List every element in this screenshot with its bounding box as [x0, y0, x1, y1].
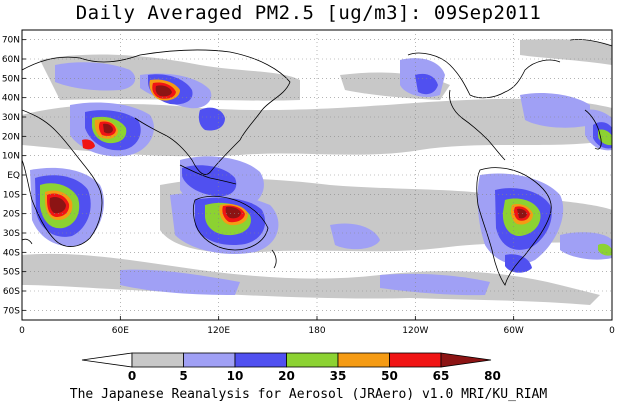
gridlines	[22, 30, 612, 320]
colorbar-tick-label: 10	[227, 369, 244, 383]
colorbar-swatch	[183, 352, 236, 368]
longitude-axis: 0 60E 120E 180 120W 60W 0	[19, 316, 615, 336]
colorbar-swatch	[234, 352, 287, 368]
lon-label: 180	[308, 326, 325, 336]
colorbar-tick-label: 35	[330, 369, 347, 383]
lat-label: 40N	[2, 94, 20, 104]
colorbar-tick-label: 50	[381, 369, 398, 383]
colorbar-tick-label: 0	[128, 369, 136, 383]
lon-label: 60E	[112, 326, 129, 336]
colorbar-tick-label: 20	[278, 369, 295, 383]
lat-label: 30S	[3, 229, 20, 239]
coastlines	[22, 39, 612, 286]
colorbar-tick-label: 65	[433, 369, 450, 383]
lon-label: 0	[19, 326, 25, 336]
lat-label: 40S	[3, 248, 20, 258]
colorbar-tick-label: 5	[179, 369, 187, 383]
lat-label: 60N	[2, 55, 20, 65]
lat-label: 20N	[2, 132, 20, 142]
colorbar-right-arrow	[440, 352, 492, 368]
concentration-field	[22, 39, 612, 305]
lat-label: 30N	[2, 113, 20, 123]
lat-label: 20S	[3, 210, 20, 220]
lat-label: EQ	[7, 171, 20, 181]
lon-label: 60W	[503, 326, 523, 336]
lat-label: 50N	[2, 74, 20, 84]
lon-label: 120E	[207, 326, 230, 336]
lat-label: 10S	[3, 190, 20, 200]
lat-label: 70N	[2, 36, 20, 46]
lat-label: 60S	[3, 287, 20, 297]
lat-label: 10N	[2, 152, 20, 162]
colorbar: 0 5 10 20 35 50 65 80	[81, 352, 501, 383]
colorbar-swatch	[131, 352, 184, 368]
lon-label: 0	[609, 326, 615, 336]
colorbar-swatch	[389, 352, 442, 368]
colorbar-swatch	[286, 352, 339, 368]
lat-label: 50S	[3, 268, 20, 278]
colorbar-tick-label: 80	[484, 369, 501, 383]
colorbar-left-arrow	[81, 352, 133, 368]
latitude-axis: 70N 60N 50N 40N 30N 20N 10N EQ 10S 20S 30S 40S 50S 60…	[2, 36, 26, 316]
footer-credit: The Japanese Reanalysis for Aerosol (JRA…	[69, 387, 548, 402]
lon-label: 120W	[402, 326, 428, 336]
colorbar-swatch	[337, 352, 390, 368]
map-title: Daily Averaged PM2.5 [ug/m3]: 09Sep2011	[75, 2, 542, 24]
lat-label: 70S	[3, 306, 20, 316]
